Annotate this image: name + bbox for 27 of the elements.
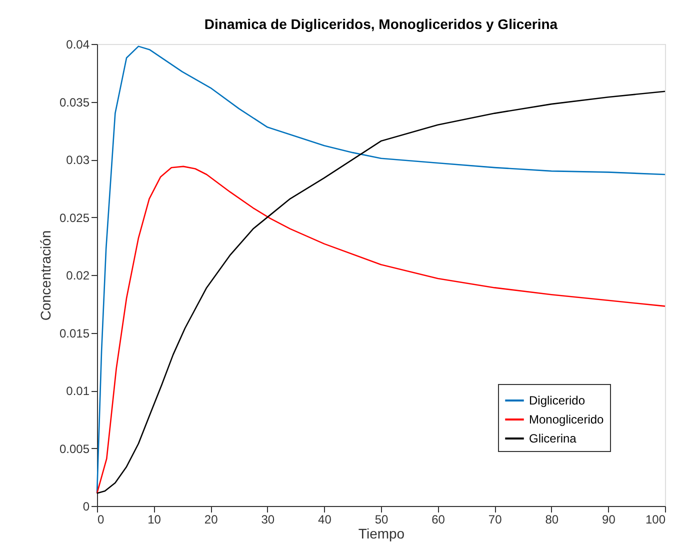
y-tick-label: 0	[82, 500, 90, 514]
y-tick-label: 0.005	[59, 442, 90, 456]
x-tick-label: 20	[204, 512, 218, 526]
legend-label: Glicerina	[529, 432, 577, 446]
y-tick-label: 0.01	[66, 384, 90, 398]
x-tick-label: 40	[318, 512, 332, 526]
y-tick-label: 0.025	[59, 210, 90, 225]
x-tick-label: 10	[148, 512, 162, 526]
legend-label: Diglicerido	[529, 394, 586, 408]
chart-title: Dinamica de Digliceridos, Monogliceridos y Glicerina	[204, 16, 558, 32]
y-axis-title: Concentración	[37, 230, 54, 321]
y-tick-label: 0.03	[66, 153, 90, 167]
x-tick-label: 50	[374, 512, 388, 526]
line-series	[96, 166, 666, 494]
x-tick-label: 60	[432, 512, 446, 526]
x-axis-title: Tiempo	[358, 526, 405, 542]
x-tick-label: 30	[261, 512, 275, 526]
legend-label: Monoglicerido	[529, 412, 604, 426]
x-tick-label: 0	[98, 512, 104, 526]
y-tick-label: 0.04	[66, 38, 90, 52]
y-tick-label: 0.02	[66, 268, 90, 282]
y-tick-label: 0.015	[59, 326, 90, 340]
y-tick-label: 0.035	[59, 95, 90, 110]
x-tick-label: 100	[645, 512, 666, 526]
x-tick-label: 80	[545, 512, 559, 526]
x-tick-label: 70	[488, 512, 502, 526]
x-tick-label: 90	[602, 512, 616, 526]
